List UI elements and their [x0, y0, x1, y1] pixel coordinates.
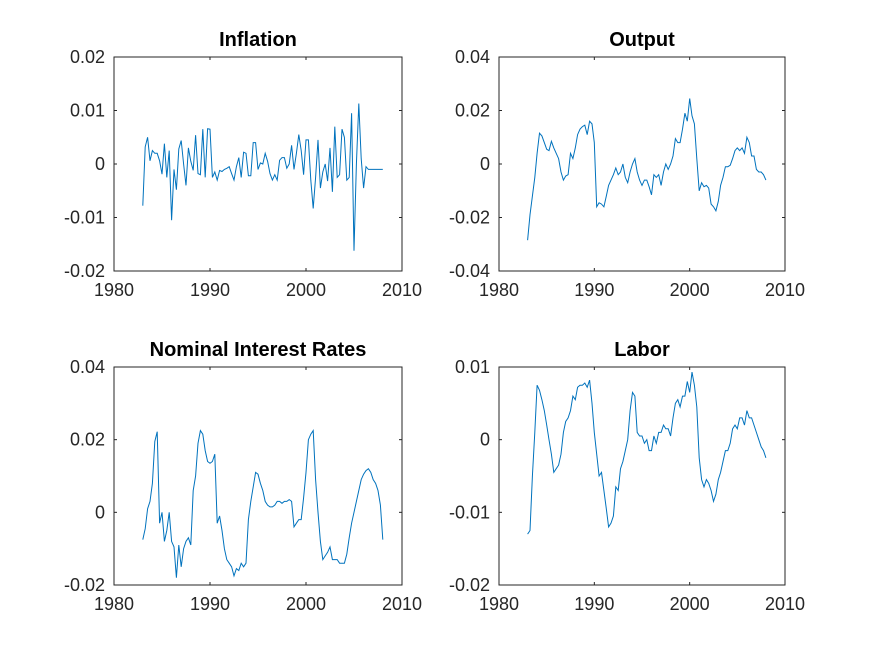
- nominal-interest-rates-ytick-label: 0.02: [70, 430, 105, 450]
- nominal-interest-rates-xtick-label: 1990: [190, 594, 230, 614]
- inflation-title: Inflation: [219, 29, 297, 51]
- nominal-interest-rates-xtick-label: 2010: [382, 594, 422, 614]
- nominal-interest-rates-ytick-label: 0: [95, 502, 105, 522]
- labor-ytick-label: 0.01: [455, 357, 490, 377]
- output-xtick-label: 1990: [574, 280, 614, 300]
- nominal-interest-rates-title: Nominal Interest Rates: [150, 339, 367, 361]
- nominal-interest-rates-series-line: [142, 429, 384, 578]
- output-series-line: [527, 98, 767, 241]
- labor-xtick-label: 2010: [765, 594, 805, 614]
- output-ytick-label: 0: [480, 154, 490, 174]
- inflation-ytick-label: 0.01: [70, 101, 105, 121]
- nominal-interest-rates-panel: Nominal Interest Rates 1980 1990 2000 2010 -0…: [64, 339, 422, 614]
- inflation-ytick-label: 0.02: [70, 47, 105, 67]
- output-title: Output: [609, 29, 675, 51]
- output-axes-box: [498, 56, 786, 272]
- output-panel: Output 1980 1990 2000 2010 -0.04 -0.02 0 0.02 0.0…: [449, 29, 805, 300]
- output-ytick-label: 0.02: [455, 101, 490, 121]
- nominal-interest-rates-ytick-label: -0.02: [64, 575, 105, 595]
- nominal-interest-rates-xtick-label: 1980: [94, 594, 134, 614]
- output-ytick-label: -0.04: [449, 261, 490, 281]
- labor-title: Labor: [614, 339, 670, 361]
- labor-ytick-label: 0: [480, 430, 490, 450]
- labor-xtick-label: 1980: [479, 594, 519, 614]
- output-xtick-label: 2010: [765, 280, 805, 300]
- labor-axes-box: [498, 366, 786, 586]
- labor-ytick-label: -0.01: [449, 502, 490, 522]
- nominal-interest-rates-ytick-label: 0.04: [70, 357, 105, 377]
- inflation-xtick-label: 1980: [94, 280, 134, 300]
- inflation-xtick-label: 2010: [382, 280, 422, 300]
- inflation-xtick-label: 2000: [286, 280, 326, 300]
- output-ytick-label: -0.02: [449, 208, 490, 228]
- inflation-ytick-label: 0: [95, 154, 105, 174]
- inflation-ytick-label: -0.01: [64, 208, 105, 228]
- nominal-interest-rates-xtick-label: 2000: [286, 594, 326, 614]
- labor-series-line: [527, 372, 767, 535]
- inflation-series-line: [142, 103, 383, 251]
- output-xtick-label: 2000: [670, 280, 710, 300]
- labor-ytick-label: -0.02: [449, 575, 490, 595]
- output-ytick-label: 0.04: [455, 47, 490, 67]
- inflation-xtick-label: 1990: [190, 280, 230, 300]
- labor-xtick-label: 2000: [670, 594, 710, 614]
- inflation-ytick-label: -0.02: [64, 261, 105, 281]
- output-xtick-label: 1980: [479, 280, 519, 300]
- labor-xtick-label: 1990: [574, 594, 614, 614]
- labor-panel: Labor 1980 1990 2000 2010 -0.02 -0.01 0 0.01: [449, 339, 805, 614]
- inflation-panel: Inflation 1980 1990 2000 2010 -0.02 -0.01 0 0.01…: [64, 29, 422, 300]
